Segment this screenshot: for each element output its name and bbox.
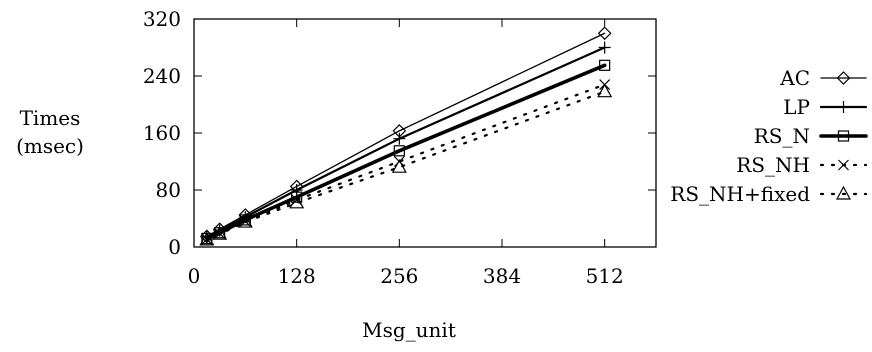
data-point: [597, 26, 612, 41]
y-axis-title-line1: Times: [20, 106, 81, 130]
series-rs-nh-fixed: [199, 83, 613, 246]
data-point: [599, 59, 611, 71]
legend-item: RS_NH+fixed: [670, 182, 868, 206]
data-point: [290, 184, 303, 196]
legend-label: LP: [783, 95, 810, 119]
legend-item: RS_N: [754, 124, 868, 148]
legend-item: AC: [779, 66, 867, 90]
x-tick-label: 512: [586, 264, 624, 288]
data-point: [289, 194, 305, 209]
data-point: [214, 228, 226, 239]
series-rs-n: [201, 59, 611, 245]
data-point: [212, 225, 228, 240]
x-tick-label: 384: [483, 264, 521, 288]
y-tick-label: 240: [143, 64, 181, 88]
y-tick-label: 320: [143, 7, 181, 31]
legend-marker: [835, 185, 852, 200]
x-tick-label: 128: [278, 264, 316, 288]
legend-label: AC: [779, 66, 810, 90]
series-layer: [199, 26, 613, 246]
data-point: [291, 194, 303, 206]
legend-label: RS_NH+fixed: [670, 182, 810, 206]
legend-label: RS_N: [754, 124, 810, 148]
legend-marker: [836, 71, 851, 85]
legend-item: RS_NH: [736, 153, 868, 177]
data-point: [291, 191, 303, 203]
y-tick-label: 160: [143, 121, 181, 145]
legend-marker: [838, 159, 849, 171]
legend-label: RS_NH: [736, 153, 810, 177]
legend: AC LP RS_N RS_NH RS_NH+fixed: [670, 66, 868, 206]
series-line: [205, 83, 606, 241]
data-point: [237, 213, 253, 228]
data-point: [393, 145, 405, 157]
data-point: [598, 41, 611, 54]
y-tick-label: 0: [168, 235, 181, 259]
y-tick-label: 80: [156, 178, 181, 202]
data-point: [199, 231, 215, 246]
y-axis-title-line2: (msec): [16, 134, 84, 158]
legend-marker: [837, 101, 850, 113]
x-tick-label: 0: [188, 264, 201, 288]
data-point: [239, 215, 251, 227]
series-rs-nh: [201, 79, 611, 245]
data-point: [393, 132, 406, 145]
series-line: [205, 90, 606, 241]
axis-ticks: 0 128 256 384 512 0 80 160 240 320: [143, 7, 656, 288]
legend-item: LP: [783, 95, 868, 119]
data-point: [597, 83, 613, 98]
x-tick-label: 256: [380, 264, 418, 288]
legend-marker: [837, 130, 850, 142]
data-point: [391, 158, 407, 173]
x-axis-title: Msg_unit: [362, 318, 456, 342]
